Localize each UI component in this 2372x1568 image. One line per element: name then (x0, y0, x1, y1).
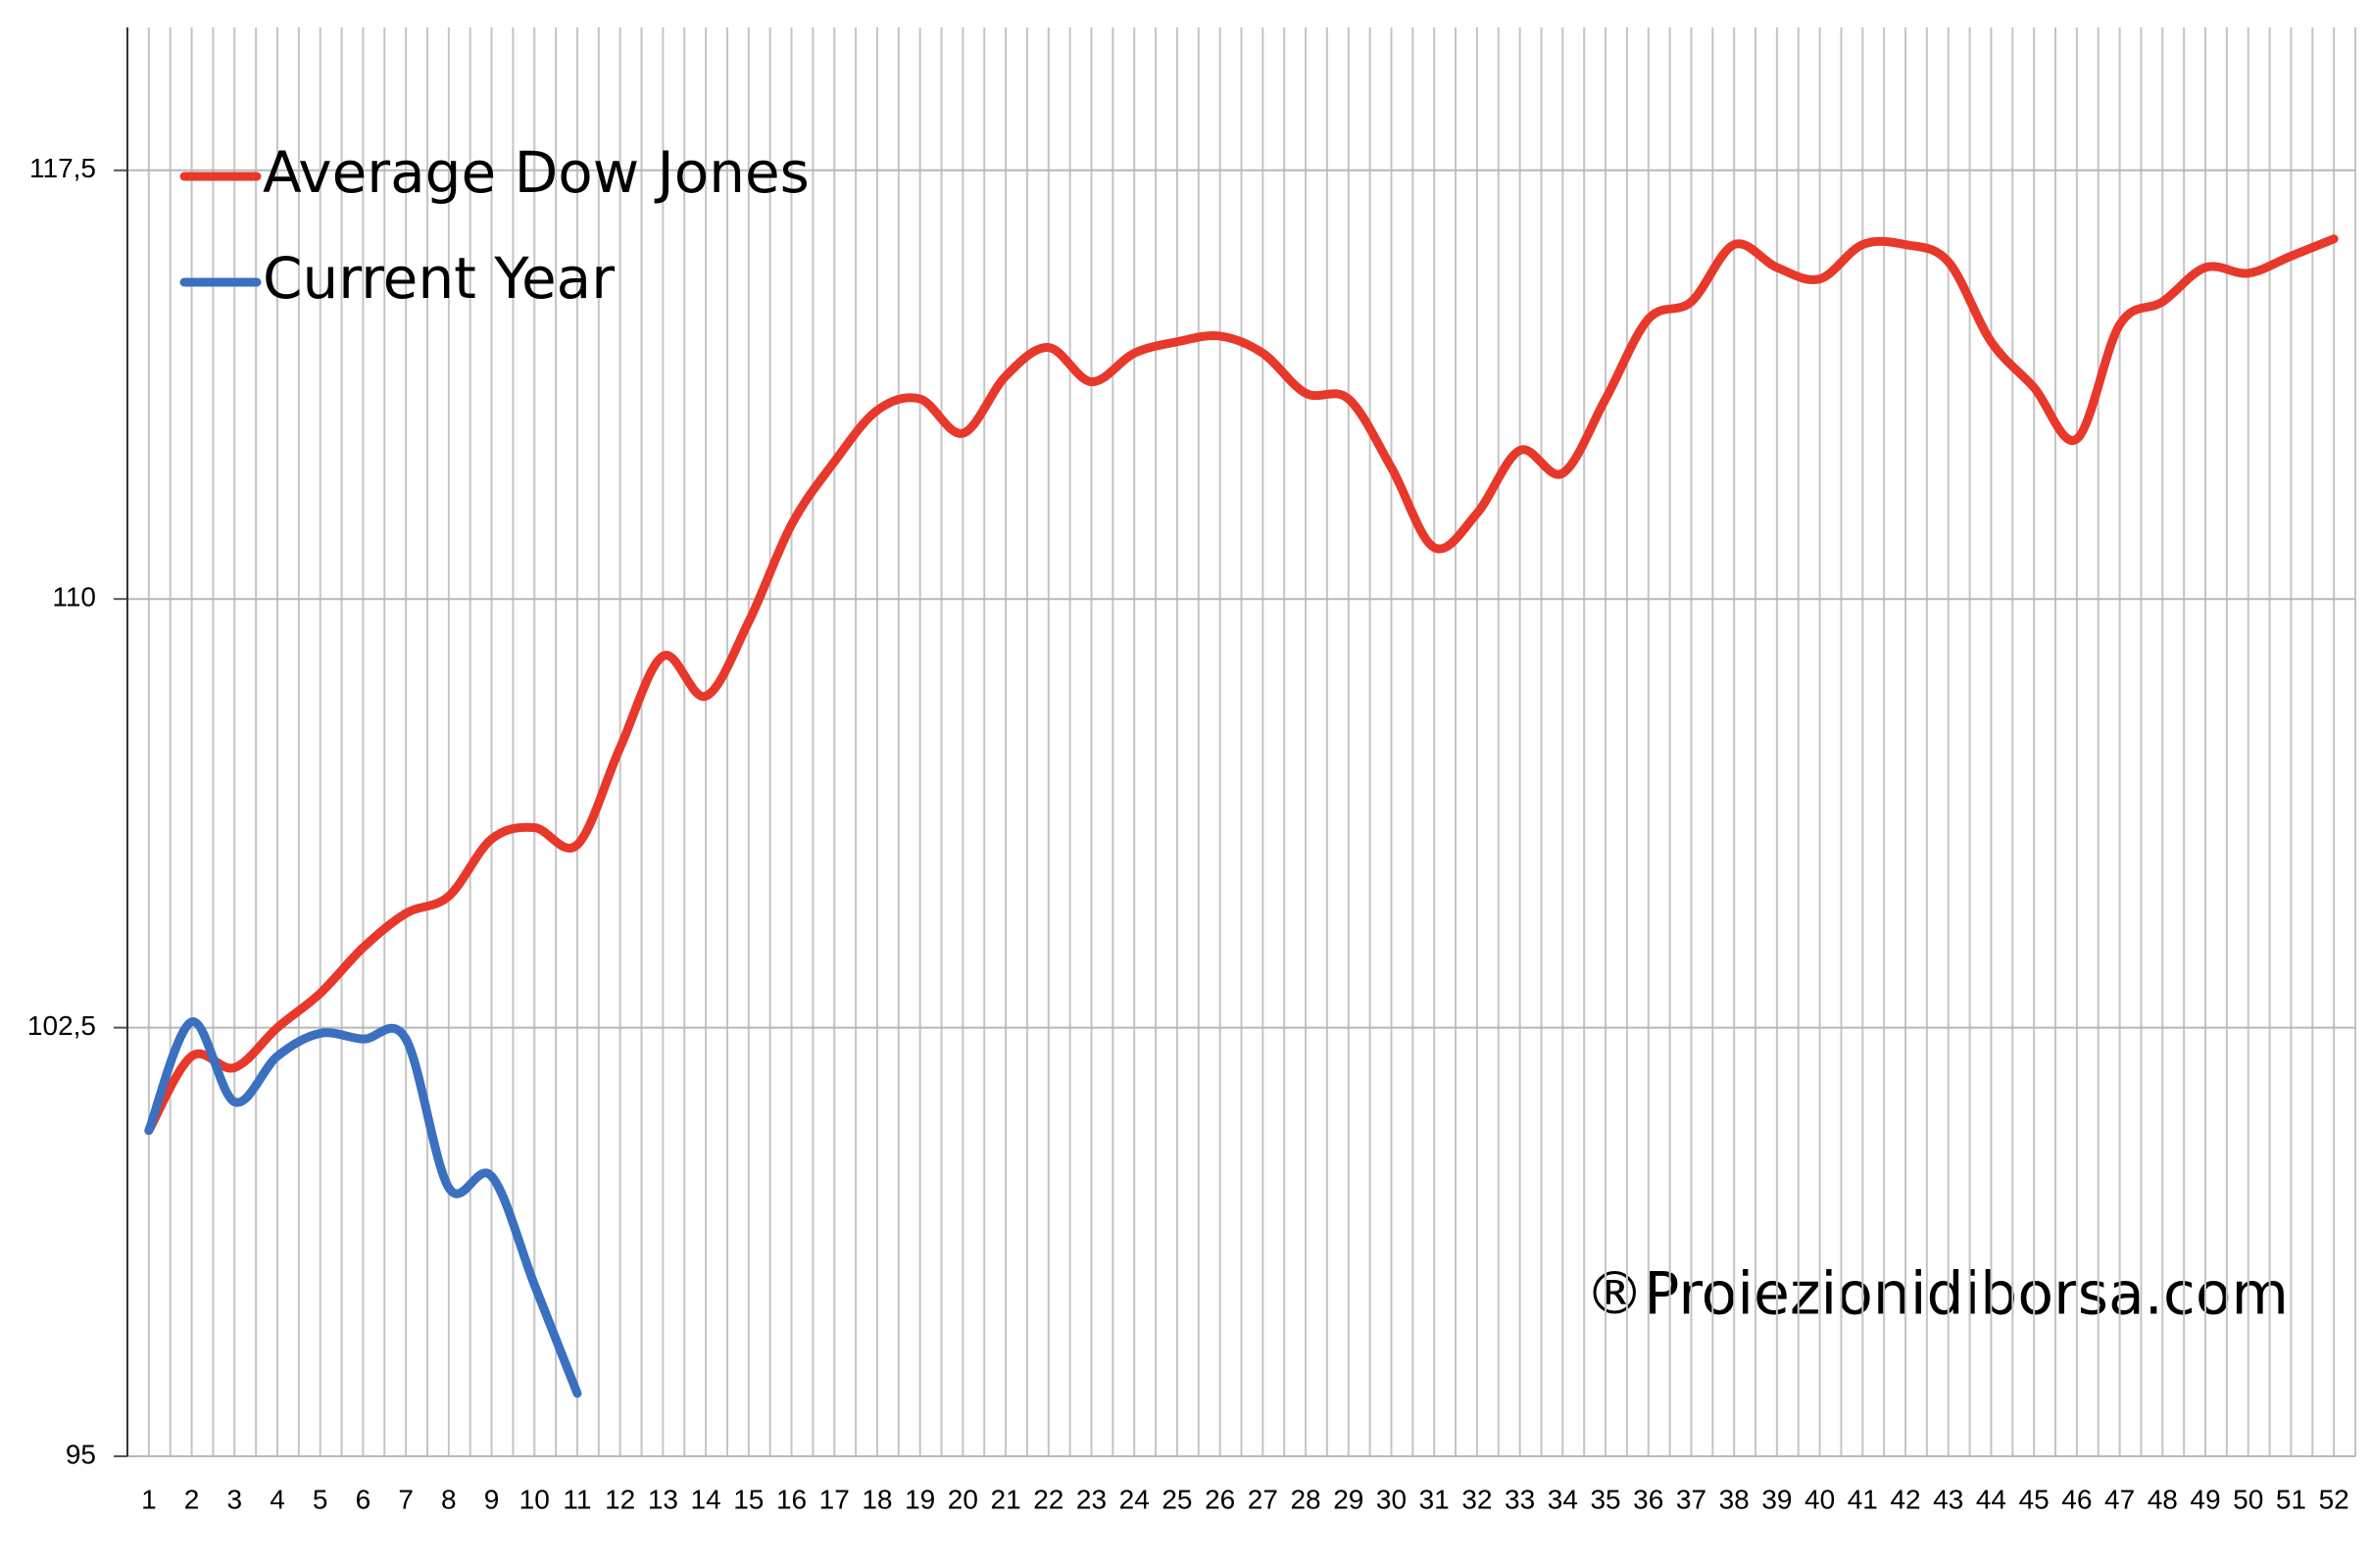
y-tick-label: 110 (52, 582, 96, 612)
x-tick-label: 52 (2319, 1484, 2349, 1514)
x-tick-label: 31 (1419, 1484, 1450, 1514)
x-tick-label: 32 (1461, 1484, 1492, 1514)
x-tick-label: 46 (2061, 1484, 2092, 1514)
x-tick-label: 37 (1676, 1484, 1706, 1514)
x-tick-label: 2 (184, 1484, 200, 1514)
x-tick-label: 22 (1033, 1484, 1063, 1514)
x-tick-label: 39 (1761, 1484, 1792, 1514)
x-tick-label: 33 (1505, 1484, 1535, 1514)
y-tick-label: 95 (66, 1439, 96, 1469)
watermark: ®Proiezionidiborsa.com (1585, 1260, 2289, 1329)
x-tick-label: 14 (691, 1484, 721, 1514)
x-tick-label: 43 (1933, 1484, 1963, 1514)
x-tick-label: 20 (948, 1484, 978, 1514)
x-tick-label: 27 (1248, 1484, 1278, 1514)
x-tick-label: 6 (356, 1484, 371, 1514)
x-tick-label: 41 (1848, 1484, 1878, 1514)
legend-label: Current Year (263, 245, 615, 312)
x-tick-label: 16 (776, 1484, 807, 1514)
x-tick-label: 12 (605, 1484, 635, 1514)
x-tick-label: 17 (819, 1484, 850, 1514)
x-tick-label: 15 (733, 1484, 764, 1514)
x-tick-label: 48 (2148, 1484, 2178, 1514)
x-tick-label: 36 (1633, 1484, 1663, 1514)
x-tick-label: 40 (1804, 1484, 1835, 1514)
x-tick-label: 7 (398, 1484, 414, 1514)
x-tick-label: 9 (484, 1484, 500, 1514)
x-tick-label: 50 (2233, 1484, 2263, 1514)
x-tick-label: 26 (1205, 1484, 1235, 1514)
x-tick-label: 25 (1161, 1484, 1192, 1514)
x-tick-label: 4 (270, 1484, 285, 1514)
x-tick-label: 8 (441, 1484, 457, 1514)
x-tick-label: 34 (1548, 1484, 1578, 1514)
x-tick-label: 45 (2019, 1484, 2050, 1514)
x-tick-label: 35 (1590, 1484, 1620, 1514)
x-tick-label: 19 (905, 1484, 935, 1514)
y-tick-label: 117,5 (29, 153, 96, 183)
x-tick-label: 51 (2276, 1484, 2306, 1514)
x-tick-label: 11 (563, 1484, 591, 1514)
legend-label: Average Dow Jones (263, 139, 810, 206)
x-tick-label: 21 (991, 1484, 1021, 1514)
x-tick-label: 47 (2104, 1484, 2135, 1514)
x-tick-label: 3 (226, 1484, 242, 1514)
x-tick-label: 13 (648, 1484, 678, 1514)
x-tick-label: 23 (1076, 1484, 1107, 1514)
x-tick-label: 10 (519, 1484, 550, 1514)
x-tick-label: 30 (1376, 1484, 1407, 1514)
y-tick-label: 102,5 (27, 1010, 96, 1041)
x-tick-label: 1 (141, 1484, 157, 1514)
x-tick-label: 42 (1890, 1484, 1920, 1514)
x-tick-label: 38 (1719, 1484, 1750, 1514)
x-tick-label: 29 (1333, 1484, 1363, 1514)
series-line (144, 1017, 582, 1398)
x-tick-label: 28 (1290, 1484, 1320, 1514)
x-tick-label: 24 (1119, 1484, 1150, 1514)
x-tick-label: 44 (1976, 1484, 2006, 1514)
series-line (144, 234, 2339, 1136)
x-tick-label: 18 (862, 1484, 892, 1514)
x-tick-label: 49 (2190, 1484, 2220, 1514)
x-tick-label: 5 (313, 1484, 328, 1514)
